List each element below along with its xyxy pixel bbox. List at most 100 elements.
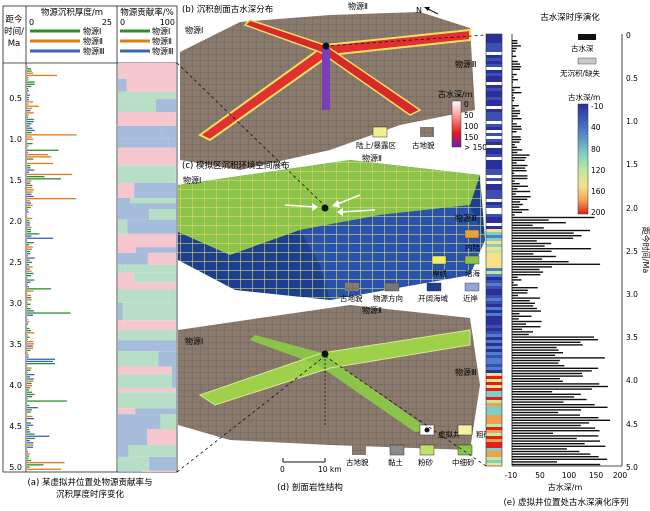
contribution-tick-100: 100 (160, 18, 175, 27)
depth-column-cell (486, 52, 502, 55)
thickness-stroke (27, 422, 31, 424)
thickness-stroke (27, 105, 39, 107)
depth-column-cell (486, 388, 502, 391)
depth-column-cell (486, 175, 502, 178)
legend-contrib-label-3: 物源Ⅲ (152, 46, 174, 56)
depth-column-cell (486, 67, 502, 70)
depth-column-cell (486, 265, 502, 268)
depth-bar (512, 310, 541, 312)
depth-column-cell (486, 250, 502, 253)
thickness-stroke (27, 162, 54, 165)
thickness-stroke (27, 176, 45, 178)
depth-column-cell (486, 262, 502, 265)
depth-bar (512, 354, 556, 356)
depth-column-cell (486, 364, 502, 367)
thickness-stroke (27, 202, 31, 204)
thickness-stroke (27, 277, 28, 279)
e-ytick-3-5: 3.5 (626, 333, 638, 342)
thickness-stroke (27, 200, 31, 202)
depth-bar (512, 149, 523, 151)
legend-swatch-nearshore (464, 282, 480, 292)
depth-bar (512, 248, 592, 250)
thickness-stroke (27, 255, 29, 257)
contribution-band (141, 470, 176, 472)
panel-b-source2: 物源Ⅱ (348, 1, 368, 11)
thickness-stroke (27, 354, 29, 356)
thickness-stroke (27, 345, 33, 347)
depth-bar (512, 336, 594, 338)
legend-coarse-sand: 粗砂 (476, 429, 491, 439)
depth-bar (512, 372, 582, 375)
depth-column-cell (486, 352, 502, 355)
panel-b-source1: 物源Ⅰ (185, 25, 203, 35)
thickness-tick-0: 0 (29, 18, 34, 27)
depth-column-cell (486, 130, 502, 133)
depth-bar (512, 105, 519, 107)
north-label: N (416, 6, 422, 15)
legend-swatch-landform-b (420, 127, 434, 137)
depth-column-cell (486, 424, 502, 427)
panel-c-source2: 物源Ⅱ (362, 153, 382, 163)
thickness-stroke (27, 281, 31, 283)
depth-column-cell (486, 316, 502, 319)
depth-column-cell (486, 385, 502, 388)
contribution-band (118, 351, 159, 367)
depth-column-cell (486, 109, 502, 112)
depth-bar (512, 411, 559, 414)
thickness-stroke (27, 305, 28, 308)
depth-bar (512, 99, 515, 102)
thickness-stroke (27, 195, 34, 198)
contribution-band (118, 392, 151, 409)
depth-bar (512, 79, 518, 81)
depth-column-cell (486, 37, 502, 40)
legend-swatch-landform-d (352, 445, 366, 455)
thickness-stroke (27, 158, 34, 160)
depth-column-cell (486, 322, 502, 325)
depth-column-cell (486, 256, 502, 259)
thickness-stroke (27, 468, 62, 470)
depth-bar (512, 211, 522, 213)
depth-bar (512, 170, 527, 172)
e-ytick-1-5: 1.5 (626, 160, 638, 169)
legend-swatch-depth (578, 34, 596, 40)
thickness-stroke (27, 81, 35, 83)
depth-column-cell (486, 442, 502, 445)
thickness-stroke (27, 380, 34, 382)
thickness-stroke (27, 246, 33, 248)
thickness-stroke (27, 220, 30, 222)
thickness-stroke (27, 107, 33, 110)
thickness-stroke (27, 77, 29, 79)
thickness-stroke (27, 149, 59, 151)
contribution-band (118, 99, 156, 112)
contribution-band (168, 112, 176, 126)
depth-column-cell (486, 415, 502, 418)
legend-swatch-inland (464, 229, 480, 239)
depth-column-cell (486, 229, 502, 232)
depth-column-cell (486, 427, 502, 430)
contribution-band (167, 203, 176, 209)
legend-well: 虚拟井 (438, 429, 461, 439)
contribution-band (122, 302, 176, 321)
depth-bar (512, 448, 567, 450)
contribution-band (171, 374, 176, 388)
contribution-band (149, 457, 176, 471)
depth-bar (512, 86, 521, 89)
contribution-band (118, 78, 127, 92)
thickness-stroke (27, 101, 34, 103)
depth-column-cell (486, 310, 502, 313)
depth-bar (512, 430, 600, 432)
thickness-stroke (27, 264, 30, 266)
panel-b-colorbar (451, 100, 462, 148)
depth-column-cell (486, 148, 502, 151)
depth-column-cell (486, 391, 502, 394)
depth-bar (512, 240, 537, 242)
thickness-stroke (27, 83, 35, 85)
panel-a: 距今 时间/ Ma 物源沉积厚度/m 0 25 物源贡献率/% 0 100 物源… (2, 5, 178, 500)
depth-bar (512, 154, 530, 156)
depth-bar (512, 245, 545, 247)
depth-bar (512, 367, 599, 369)
thickness-stroke (27, 319, 28, 321)
depth-bar (512, 404, 595, 406)
depth-bar (512, 235, 582, 237)
